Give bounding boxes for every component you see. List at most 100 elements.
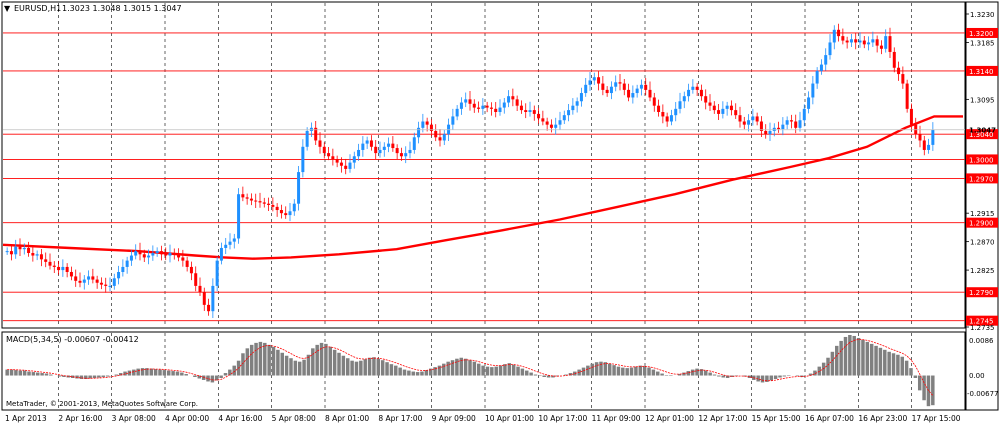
candle-body (99, 282, 103, 285)
price-tick-label: 1.3230 (970, 11, 995, 19)
level-badge (966, 173, 998, 184)
candle-body (699, 89, 703, 97)
candle-body (764, 130, 768, 135)
price-tick-label: 1.2915 (970, 210, 995, 218)
candle-body (751, 116, 755, 121)
symbol-label: EURUSD,H1 (14, 4, 61, 13)
candle-body (927, 144, 931, 150)
candle-body (725, 105, 729, 109)
candle-body (65, 266, 69, 272)
time-label: 5 Apr 08:00 (272, 414, 316, 423)
ma-line (2, 115, 963, 260)
candle-body (648, 89, 652, 98)
candle-body (485, 105, 489, 108)
candle-body (455, 108, 459, 117)
candle-body (901, 74, 905, 84)
candle-body (819, 64, 823, 71)
level-badge-label: 1.3200 (969, 30, 994, 38)
candle-body (365, 140, 369, 144)
candle-body (657, 105, 661, 113)
candle-body (652, 97, 656, 106)
candle-body (48, 261, 52, 266)
candle-body (695, 86, 699, 90)
candle-body (464, 99, 468, 103)
candle-body (481, 105, 485, 109)
candle-body (498, 107, 502, 113)
candle-body (185, 260, 189, 267)
candle-body (258, 201, 262, 203)
level-badge-label: 1.3040 (969, 131, 994, 139)
candle-body (442, 134, 446, 141)
candle-body (297, 172, 301, 204)
candle-body (374, 146, 378, 154)
level-badge-label: 1.2790 (969, 289, 994, 297)
candle-body (57, 266, 61, 271)
candle-body (198, 285, 202, 293)
candle-body (412, 137, 416, 150)
candle-body (331, 156, 335, 160)
candle-body (815, 70, 819, 84)
candle-body (429, 124, 433, 131)
candle-body (909, 108, 913, 125)
candle-body (515, 99, 519, 106)
candle-body (502, 102, 506, 108)
price-pane[interactable] (1, 1, 966, 329)
candle-body (507, 96, 511, 103)
candle-body (344, 165, 348, 169)
candle-body (549, 124, 553, 128)
candle-body (22, 247, 26, 250)
candle-body (879, 45, 883, 49)
candle-body (52, 265, 56, 267)
candle-body (177, 254, 181, 258)
candle-body (828, 42, 832, 56)
candle-body (532, 110, 536, 114)
candle-body (665, 116, 669, 122)
candle-body (361, 143, 365, 150)
candle-body (78, 280, 82, 283)
level-badge (966, 129, 998, 140)
candle-body (31, 253, 35, 256)
candle-body (708, 102, 712, 106)
candle-body (922, 140, 926, 150)
candle-body (472, 103, 476, 108)
candle-body (138, 251, 142, 255)
candle-body (215, 260, 219, 286)
candle-body (867, 42, 871, 45)
candle-body (159, 251, 163, 255)
price-tick-label: 1.2735 (970, 324, 995, 332)
candle-body (271, 204, 275, 207)
time-label: 12 Apr 01:00 (645, 414, 694, 423)
candle-body (357, 149, 361, 157)
candle-body (734, 110, 738, 116)
candle-body (112, 278, 116, 286)
macd-signal-line (7, 339, 934, 396)
candle-body (712, 105, 716, 111)
horizontal-levels: 1.3200 1.3140 1.3040 1.3000 1.2970 1.2900 1.27… (3, 27, 998, 326)
time-label: 10 Apr 01:00 (485, 414, 534, 423)
candle-body (558, 120, 562, 125)
candle-body (335, 159, 339, 163)
time-label: 2 Apr 16:00 (58, 414, 102, 423)
dropdown-triangle-icon[interactable]: ▼ (4, 4, 11, 13)
candle-body (194, 273, 198, 286)
candle-body (395, 148, 399, 154)
candle-body (288, 211, 292, 216)
level-badge-label: 1.3000 (969, 156, 994, 164)
candle-body (5, 251, 9, 253)
candle-body (425, 121, 429, 125)
axis-labels: 1 Apr 2013 2 Apr 16:00 3 Apr 08:00 4 Apr 00… (3, 11, 996, 423)
candle-body (691, 86, 695, 90)
candle-body (674, 108, 678, 116)
candle-body (605, 89, 609, 94)
candle-body (121, 266, 125, 272)
candle-body (622, 83, 626, 90)
candle-body (639, 84, 643, 89)
candle-body (61, 266, 65, 271)
candle-body (421, 121, 425, 128)
candle-body (151, 253, 155, 256)
candle-body (931, 129, 935, 145)
candle-body (871, 39, 875, 43)
candle-body (614, 82, 618, 87)
candle-body (704, 96, 708, 103)
